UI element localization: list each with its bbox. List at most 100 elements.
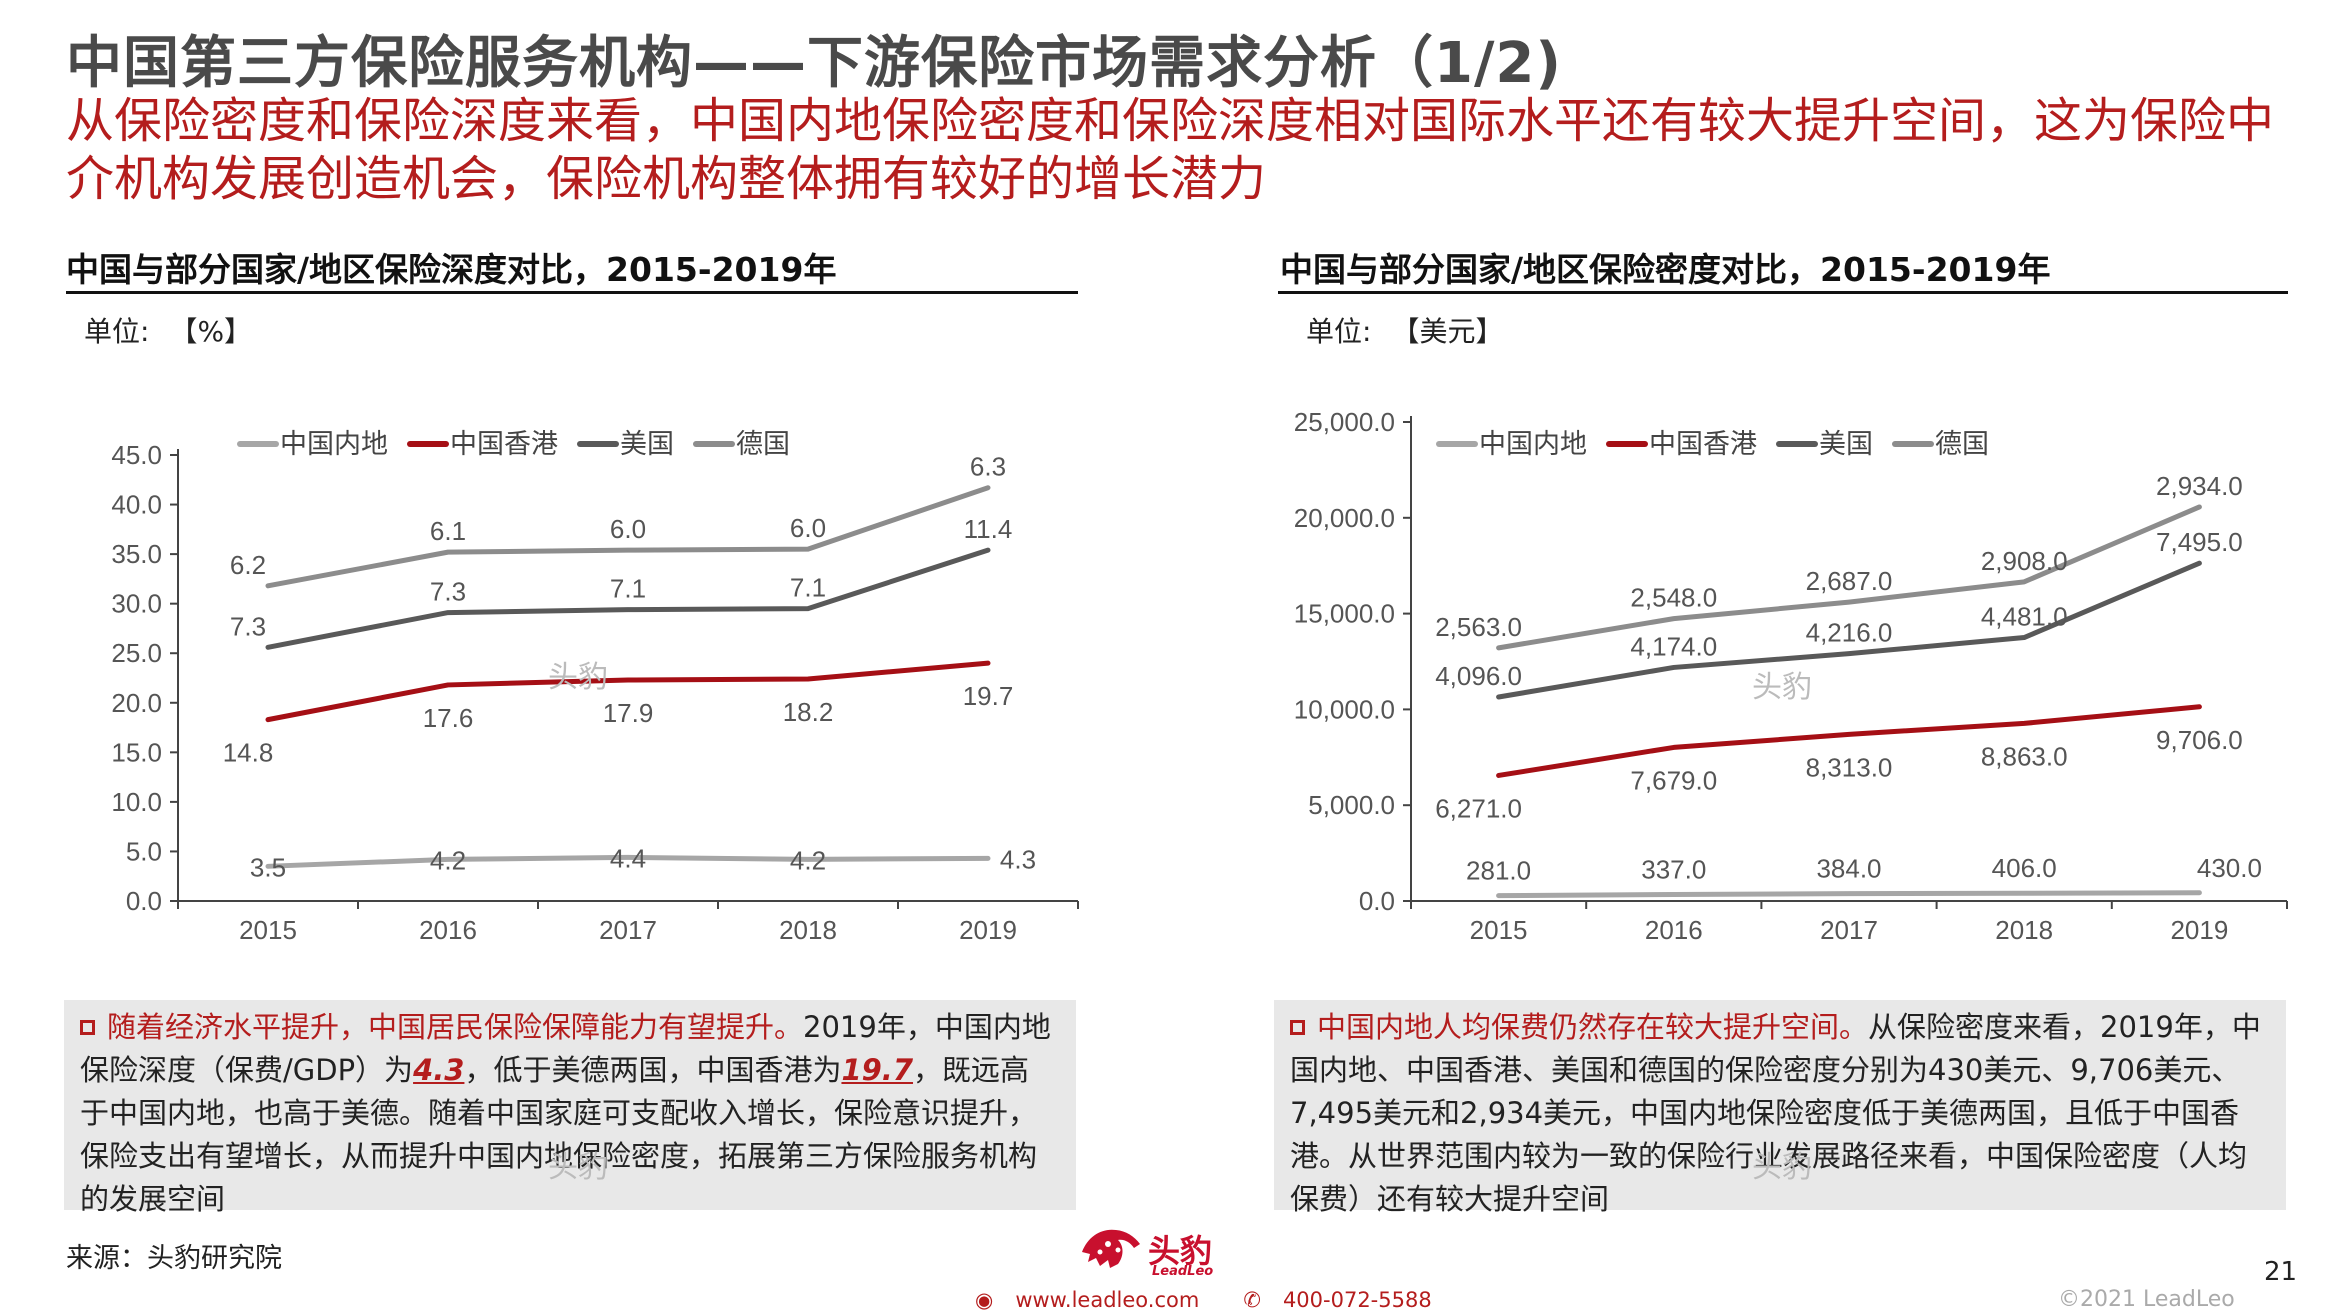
logo-text: 头豹 [1148, 1232, 1213, 1270]
data-label: 7.1 [790, 573, 826, 603]
data-label: 4,096.0 [1435, 661, 1522, 691]
series-line-3 [1496, 504, 2202, 651]
data-label: 4,216.0 [1806, 618, 1893, 648]
data-label: 6,271.0 [1435, 793, 1522, 823]
x-tick-label: 2015 [239, 915, 297, 945]
data-label: 7.1 [610, 574, 646, 604]
series-line-3 [265, 485, 991, 589]
x-tick-label: 2019 [959, 915, 1017, 945]
data-label: 2,687.0 [1806, 566, 1893, 596]
data-label: 14.8 [223, 738, 274, 768]
watermark: 头豹 [1752, 670, 1812, 705]
watermark: 头豹 [1752, 1150, 1812, 1185]
data-label: 4.2 [430, 845, 466, 875]
website-link[interactable]: www.leadleo.com [1015, 1288, 1200, 1312]
phone-icon: ✆ [1243, 1288, 1261, 1312]
y-tick-label: 30.0 [111, 589, 162, 619]
right-chart-rule [1278, 291, 2288, 294]
copyright: ©2021 LeadLeo [2058, 1287, 2235, 1312]
data-label: 18.2 [783, 697, 834, 727]
bullet-icon [80, 1020, 95, 1035]
right-unit-label: 单位: [1306, 315, 1372, 348]
x-tick-label: 2017 [1820, 915, 1878, 945]
data-label: 4.4 [610, 843, 646, 873]
series-line-1 [265, 660, 991, 723]
x-tick-label: 2018 [779, 915, 837, 945]
y-tick-label: 25.0 [111, 638, 162, 668]
left-chart-rule [66, 291, 1078, 294]
data-label: 17.9 [603, 698, 654, 728]
left-note-highlight: 随着经济水平提升，中国居民保险保障能力有望提升。 [107, 1010, 804, 1044]
y-tick-label: 5.0 [126, 836, 162, 866]
data-label: 3.5 [250, 852, 286, 882]
data-label: 4.3 [1000, 844, 1036, 874]
left-note-box: 随着经济水平提升，中国居民保险保障能力有望提升。2019年，中国内地保险深度（保… [64, 1000, 1076, 1216]
left-note-part3: ，既远高于中国内地，也高于美德。随着中国家庭可支配收入增长，保险意识提升，保险支… [80, 1053, 1038, 1216]
data-label: 337.0 [1641, 855, 1706, 885]
series-line-2 [1496, 560, 2202, 700]
left-unit-value: 【%】 [169, 315, 253, 348]
page-subtitle: 从保险密度和保险深度来看，中国内地保险密度和保险深度相对国际水平还有较大提升空间… [66, 93, 2275, 207]
right-unit-value: 【美元】 [1391, 315, 1504, 348]
data-label: 4,174.0 [1630, 631, 1717, 661]
y-tick-label: 20.0 [111, 688, 162, 718]
right-note-highlight: 中国内地人均保费仍然存在较大提升空间。 [1317, 1010, 1869, 1044]
data-label: 19.7 [963, 681, 1014, 711]
left-note-value-mainland: 4.3 [413, 1053, 465, 1087]
series-line-0 [1496, 890, 2202, 899]
series-line-0 [265, 854, 991, 869]
x-tick-label: 2017 [599, 915, 657, 945]
data-label: 8,863.0 [1981, 741, 2068, 771]
left-note-text: 随着经济水平提升，中国居民保险保障能力有望提升。2019年，中国内地保险深度（保… [64, 1000, 1076, 1221]
right-note-text: 中国内地人均保费仍然存在较大提升空间。从保险密度来看，2019年，中国内地、中国… [1274, 1000, 2286, 1221]
data-label: 430.0 [2197, 853, 2262, 883]
data-label: 6.3 [970, 452, 1006, 482]
data-label: 6.0 [610, 514, 646, 544]
y-tick-label: 20,000.0 [1294, 503, 1395, 533]
left-note-part2: ，低于美德两国，中国香港为 [464, 1053, 842, 1087]
data-label: 17.6 [423, 703, 474, 733]
y-tick-label: 0.0 [126, 886, 162, 916]
data-label: 384.0 [1816, 854, 1881, 884]
data-label: 406.0 [1992, 853, 2057, 883]
y-tick-label: 35.0 [111, 539, 162, 569]
legend-label: 美国 [1819, 429, 1873, 459]
website-item[interactable]: ◉ www.leadleo.com [975, 1288, 1221, 1312]
y-tick-label: 5,000.0 [1308, 790, 1395, 820]
right-note-box: 中国内地人均保费仍然存在较大提升空间。从保险密度来看，2019年，中国内地、中国… [1274, 1000, 2286, 1216]
y-tick-label: 15,000.0 [1294, 599, 1395, 629]
data-label: 281.0 [1466, 856, 1531, 886]
data-label: 11.4 [964, 514, 1013, 544]
data-label: 4,481.0 [1981, 602, 2068, 632]
legend-label: 美国 [620, 429, 674, 459]
data-label: 6.2 [230, 550, 266, 580]
data-label: 9,706.0 [2156, 725, 2243, 755]
y-tick-label: 10,000.0 [1294, 694, 1395, 724]
x-tick-label: 2019 [2170, 915, 2228, 945]
watermark: 头豹 [548, 1150, 608, 1185]
legend-label: 德国 [1935, 429, 1989, 459]
y-tick-label: 25,000.0 [1294, 407, 1395, 437]
y-tick-label: 15.0 [111, 737, 162, 767]
globe-icon: ◉ [975, 1288, 994, 1312]
y-tick-label: 0.0 [1359, 886, 1395, 916]
leopard-logo-icon [1082, 1229, 1140, 1268]
source-note: 来源：头豹研究院 [66, 1243, 282, 1274]
data-label: 7.3 [230, 611, 266, 641]
right-note-body: 从保险密度来看，2019年，中国内地、中国香港、美国和德国的保险密度分别为430… [1290, 1010, 2261, 1216]
page-number: 21 [2264, 1257, 2298, 1287]
series-line-2 [265, 547, 991, 650]
data-label: 2,934.0 [2156, 471, 2243, 501]
series-line-1 [1496, 704, 2202, 778]
data-label: 8,313.0 [1806, 752, 1893, 782]
watermark: 头豹 [548, 660, 608, 695]
depth-line-chart: 0.0 5.0 10.0 15.0 20.0 25.0 30.0 35.0 40.0 45.0 20… [111, 429, 1079, 945]
left-unit-label: 单位: [84, 315, 150, 348]
left-unit: 单位: 【%】 [84, 310, 272, 350]
y-tick-label: 40.0 [111, 490, 162, 520]
x-tick-label: 2015 [1470, 915, 1528, 945]
data-label: 2,548.0 [1630, 583, 1717, 613]
legend-label: 中国香港 [1649, 429, 1757, 459]
x-tick-label: 2016 [419, 915, 477, 945]
bullet-icon [1290, 1020, 1305, 1035]
